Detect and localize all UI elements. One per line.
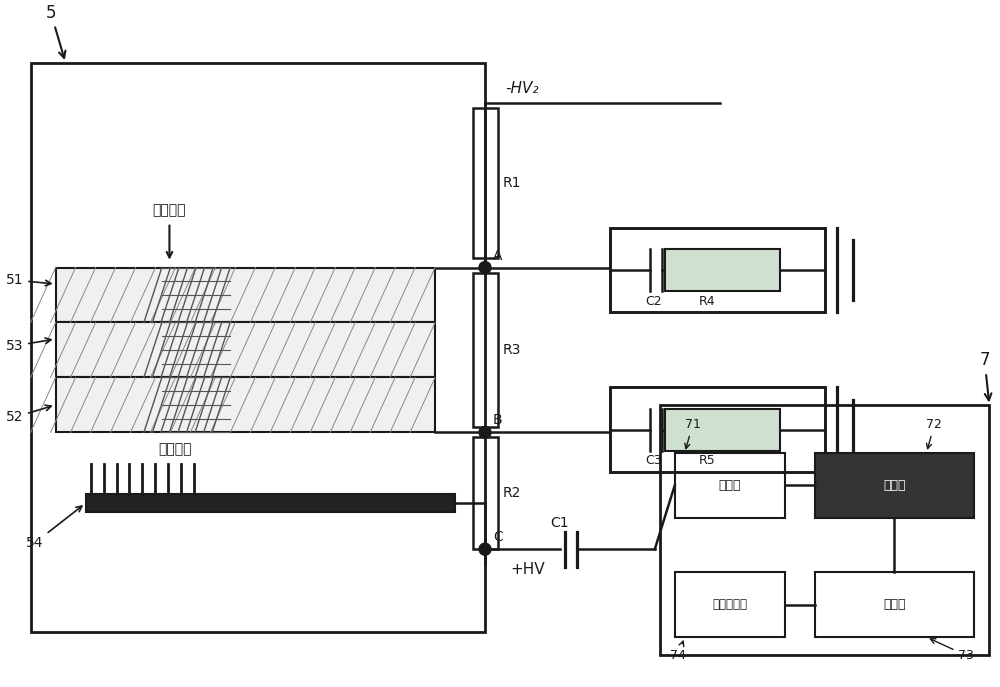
Bar: [31, 63, 485, 632]
Circle shape: [479, 543, 491, 555]
Text: 72: 72: [926, 418, 942, 449]
Bar: [610, 387, 825, 472]
Text: 计数器: 计数器: [883, 598, 906, 611]
Bar: [815, 572, 974, 637]
Bar: [675, 453, 785, 518]
Text: 放大器: 放大器: [718, 479, 741, 492]
Text: C: C: [493, 530, 503, 544]
Text: B: B: [493, 414, 503, 427]
Text: 鉴别器: 鉴别器: [883, 479, 906, 492]
Bar: [473, 273, 498, 427]
Text: 7: 7: [979, 352, 991, 401]
Text: C3: C3: [645, 454, 661, 467]
Text: 51: 51: [6, 273, 51, 287]
Text: 53: 53: [6, 338, 51, 353]
Text: +HV: +HV: [510, 562, 545, 577]
Text: R3: R3: [503, 343, 521, 357]
Circle shape: [479, 262, 491, 273]
Bar: [675, 572, 785, 637]
Text: 73: 73: [930, 639, 974, 662]
Text: 54: 54: [26, 506, 82, 550]
Text: -HV₂: -HV₂: [505, 81, 538, 95]
Bar: [665, 249, 780, 291]
Bar: [815, 453, 974, 518]
Text: R5: R5: [699, 454, 716, 467]
Text: 输出电子: 输出电子: [159, 442, 192, 456]
Bar: [56, 322, 435, 377]
Bar: [56, 377, 435, 432]
Bar: [473, 438, 498, 549]
Text: R4: R4: [699, 295, 716, 308]
Text: 71: 71: [685, 418, 701, 449]
Bar: [56, 267, 435, 322]
Text: C1: C1: [551, 516, 569, 530]
Bar: [610, 227, 825, 313]
Bar: [660, 405, 989, 655]
Bar: [665, 409, 780, 451]
Circle shape: [479, 427, 491, 438]
Text: 入射离子: 入射离子: [153, 203, 186, 218]
Bar: [86, 494, 455, 513]
Bar: [473, 108, 498, 258]
Text: 5: 5: [46, 4, 65, 58]
Text: C2: C2: [645, 295, 661, 308]
Text: R2: R2: [503, 486, 521, 500]
Text: 74: 74: [670, 641, 686, 662]
Text: 52: 52: [6, 405, 51, 425]
Text: R1: R1: [503, 176, 521, 190]
Text: 数据处理器: 数据处理器: [712, 598, 747, 611]
Text: A: A: [493, 249, 503, 262]
